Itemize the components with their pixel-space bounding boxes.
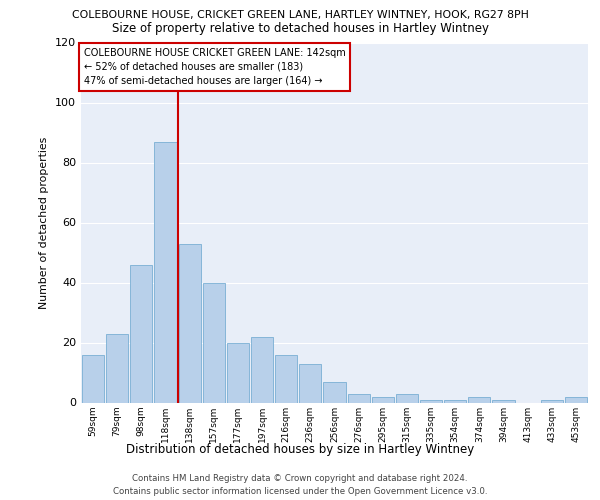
Y-axis label: Number of detached properties: Number of detached properties: [40, 136, 49, 308]
Bar: [82, 354, 104, 403]
Bar: [130, 264, 152, 402]
Bar: [106, 334, 128, 402]
Bar: [227, 342, 249, 402]
Bar: [396, 394, 418, 402]
Bar: [203, 282, 225, 403]
Bar: [299, 364, 322, 403]
Bar: [468, 396, 490, 402]
Bar: [541, 400, 563, 402]
Bar: [154, 142, 176, 402]
Bar: [420, 400, 442, 402]
Bar: [347, 394, 370, 402]
Text: Distribution of detached houses by size in Hartley Wintney: Distribution of detached houses by size …: [126, 442, 474, 456]
Bar: [493, 400, 515, 402]
Text: Contains public sector information licensed under the Open Government Licence v3: Contains public sector information licen…: [113, 487, 487, 496]
Bar: [444, 400, 466, 402]
Bar: [565, 396, 587, 402]
Text: Size of property relative to detached houses in Hartley Wintney: Size of property relative to detached ho…: [112, 22, 488, 35]
Bar: [179, 244, 201, 402]
Bar: [323, 382, 346, 402]
Text: Contains HM Land Registry data © Crown copyright and database right 2024.: Contains HM Land Registry data © Crown c…: [132, 474, 468, 483]
Bar: [251, 336, 273, 402]
Bar: [275, 354, 298, 403]
Text: COLEBOURNE HOUSE CRICKET GREEN LANE: 142sqm
← 52% of detached houses are smaller: COLEBOURNE HOUSE CRICKET GREEN LANE: 142…: [83, 48, 345, 86]
Text: COLEBOURNE HOUSE, CRICKET GREEN LANE, HARTLEY WINTNEY, HOOK, RG27 8PH: COLEBOURNE HOUSE, CRICKET GREEN LANE, HA…: [71, 10, 529, 20]
Bar: [371, 396, 394, 402]
